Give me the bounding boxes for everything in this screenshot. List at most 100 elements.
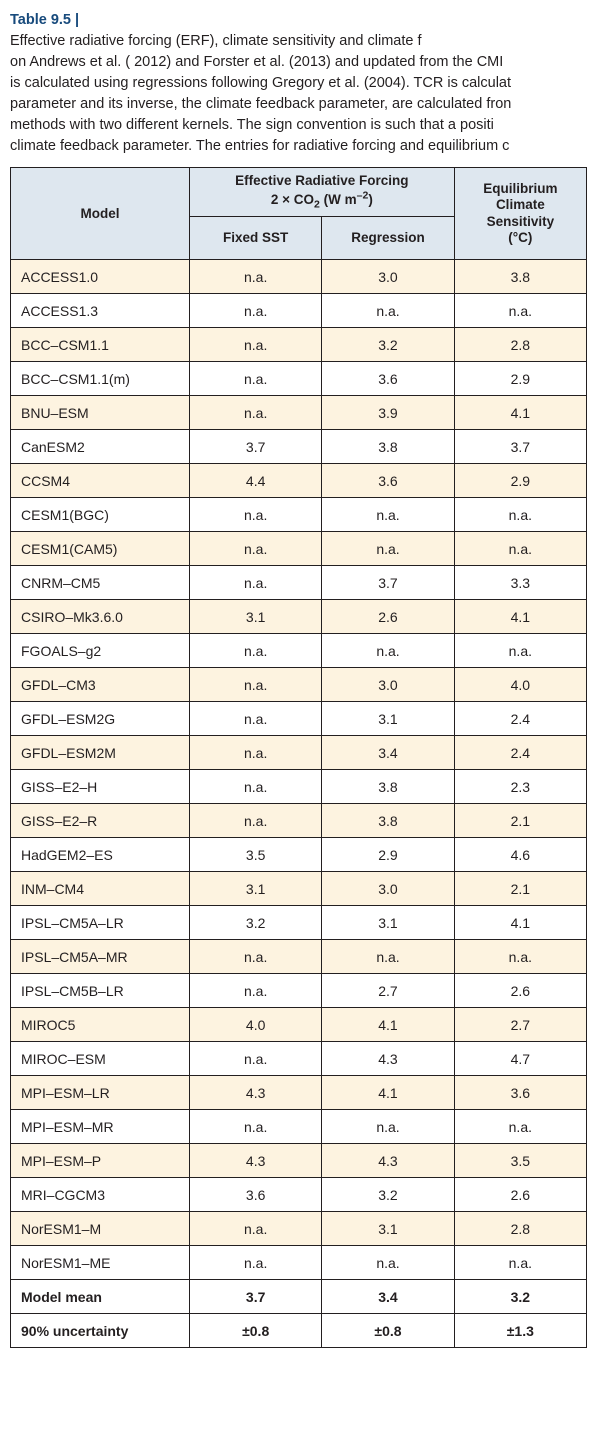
- value-cell: 2.4: [454, 702, 586, 736]
- value-cell: 3.3: [454, 566, 586, 600]
- value-cell: n.a.: [190, 634, 322, 668]
- value-cell: n.a.: [190, 260, 322, 294]
- model-cell: GISS–E2–H: [11, 770, 190, 804]
- value-cell: n.a.: [190, 804, 322, 838]
- caption-line: is calculated using regressions followin…: [10, 73, 587, 94]
- table-row: NorESM1–Mn.a.3.12.8: [11, 1212, 587, 1246]
- value-cell: 2.9: [454, 362, 586, 396]
- table-label: Table 9.5 |: [10, 10, 587, 31]
- value-cell: 3.4: [322, 1280, 454, 1314]
- value-cell: 3.2: [322, 328, 454, 362]
- model-cell: Model mean: [11, 1280, 190, 1314]
- value-cell: 4.1: [454, 600, 586, 634]
- model-cell: GFDL–ESM2M: [11, 736, 190, 770]
- table-row: HadGEM2–ES3.52.94.6: [11, 838, 587, 872]
- value-cell: 3.6: [454, 1076, 586, 1110]
- table-row: MPI–ESM–LR4.34.13.6: [11, 1076, 587, 1110]
- value-cell: 3.0: [322, 668, 454, 702]
- value-cell: 4.3: [322, 1042, 454, 1076]
- value-cell: 2.4: [454, 736, 586, 770]
- value-cell: 3.7: [190, 430, 322, 464]
- value-cell: 3.2: [454, 1280, 586, 1314]
- model-cell: GISS–E2–R: [11, 804, 190, 838]
- table-row: 90% uncertainty±0.8±0.8±1.3: [11, 1314, 587, 1348]
- value-cell: 3.5: [190, 838, 322, 872]
- value-cell: n.a.: [190, 396, 322, 430]
- col-model-header: Model: [11, 168, 190, 260]
- value-cell: 3.1: [322, 1212, 454, 1246]
- value-cell: n.a.: [190, 294, 322, 328]
- value-cell: 2.6: [322, 600, 454, 634]
- value-cell: n.a.: [454, 532, 586, 566]
- table-row: CSIRO–Mk3.6.03.12.64.1: [11, 600, 587, 634]
- value-cell: 3.9: [322, 396, 454, 430]
- value-cell: n.a.: [190, 566, 322, 600]
- value-cell: 3.1: [322, 702, 454, 736]
- table-row: CESM1(BGC)n.a.n.a.n.a.: [11, 498, 587, 532]
- value-cell: 3.6: [322, 362, 454, 396]
- value-cell: 3.8: [322, 804, 454, 838]
- table-row: MPI–ESM–MRn.a.n.a.n.a.: [11, 1110, 587, 1144]
- value-cell: n.a.: [190, 498, 322, 532]
- value-cell: 3.2: [190, 906, 322, 940]
- value-cell: 4.1: [322, 1008, 454, 1042]
- value-cell: 2.3: [454, 770, 586, 804]
- value-cell: n.a.: [190, 940, 322, 974]
- value-cell: n.a.: [454, 1110, 586, 1144]
- model-cell: CSIRO–Mk3.6.0: [11, 600, 190, 634]
- table-row: Model mean3.73.43.2: [11, 1280, 587, 1314]
- value-cell: n.a.: [322, 294, 454, 328]
- value-cell: 4.3: [322, 1144, 454, 1178]
- value-cell: 3.4: [322, 736, 454, 770]
- value-cell: n.a.: [454, 634, 586, 668]
- value-cell: 3.6: [322, 464, 454, 498]
- model-cell: BCC–CSM1.1(m): [11, 362, 190, 396]
- col-fixed-sst-header: Fixed SST: [190, 217, 322, 260]
- table-row: CCSM44.43.62.9: [11, 464, 587, 498]
- value-cell: 4.1: [454, 906, 586, 940]
- model-cell: MPI–ESM–P: [11, 1144, 190, 1178]
- value-cell: n.a.: [190, 668, 322, 702]
- value-cell: 3.7: [190, 1280, 322, 1314]
- value-cell: 4.1: [454, 396, 586, 430]
- table-row: GFDL–CM3n.a.3.04.0: [11, 668, 587, 702]
- value-cell: 4.7: [454, 1042, 586, 1076]
- col-ecs-header: EquilibriumClimateSensitivity(°C): [454, 168, 586, 260]
- model-cell: BCC–CSM1.1: [11, 328, 190, 362]
- value-cell: n.a.: [322, 940, 454, 974]
- value-cell: n.a.: [190, 974, 322, 1008]
- model-cell: ACCESS1.0: [11, 260, 190, 294]
- value-cell: 3.5: [454, 1144, 586, 1178]
- table-row: ACCESS1.3n.a.n.a.n.a.: [11, 294, 587, 328]
- caption-line: parameter and its inverse, the climate f…: [10, 94, 587, 115]
- value-cell: n.a.: [190, 736, 322, 770]
- model-cell: NorESM1–ME: [11, 1246, 190, 1280]
- caption-lines: Table 9.5 | Effective radiative forcing …: [10, 10, 587, 157]
- model-cell: HadGEM2–ES: [11, 838, 190, 872]
- model-cell: GFDL–ESM2G: [11, 702, 190, 736]
- value-cell: 4.4: [190, 464, 322, 498]
- value-cell: n.a.: [454, 498, 586, 532]
- value-cell: n.a.: [190, 532, 322, 566]
- model-cell: CCSM4: [11, 464, 190, 498]
- value-cell: n.a.: [454, 294, 586, 328]
- erf-title-line2: 2 × CO2 (W m–2): [271, 192, 373, 207]
- table-row: CESM1(CAM5)n.a.n.a.n.a.: [11, 532, 587, 566]
- value-cell: n.a.: [322, 532, 454, 566]
- value-cell: n.a.: [190, 328, 322, 362]
- value-cell: n.a.: [190, 1246, 322, 1280]
- table-body: ACCESS1.0n.a.3.03.8ACCESS1.3n.a.n.a.n.a.…: [11, 260, 587, 1348]
- table-row: GISS–E2–Rn.a.3.82.1: [11, 804, 587, 838]
- value-cell: 3.0: [322, 260, 454, 294]
- erf-title-line1: Effective Radiative Forcing: [235, 173, 408, 188]
- value-cell: ±0.8: [190, 1314, 322, 1348]
- table-row: CanESM23.73.83.7: [11, 430, 587, 464]
- value-cell: 2.6: [454, 1178, 586, 1212]
- value-cell: 3.1: [190, 600, 322, 634]
- value-cell: 3.6: [190, 1178, 322, 1212]
- model-cell: NorESM1–M: [11, 1212, 190, 1246]
- table-head: Model Effective Radiative Forcing 2 × CO…: [11, 168, 587, 260]
- table-row: MPI–ESM–P4.34.33.5: [11, 1144, 587, 1178]
- value-cell: 2.9: [322, 838, 454, 872]
- value-cell: n.a.: [322, 1246, 454, 1280]
